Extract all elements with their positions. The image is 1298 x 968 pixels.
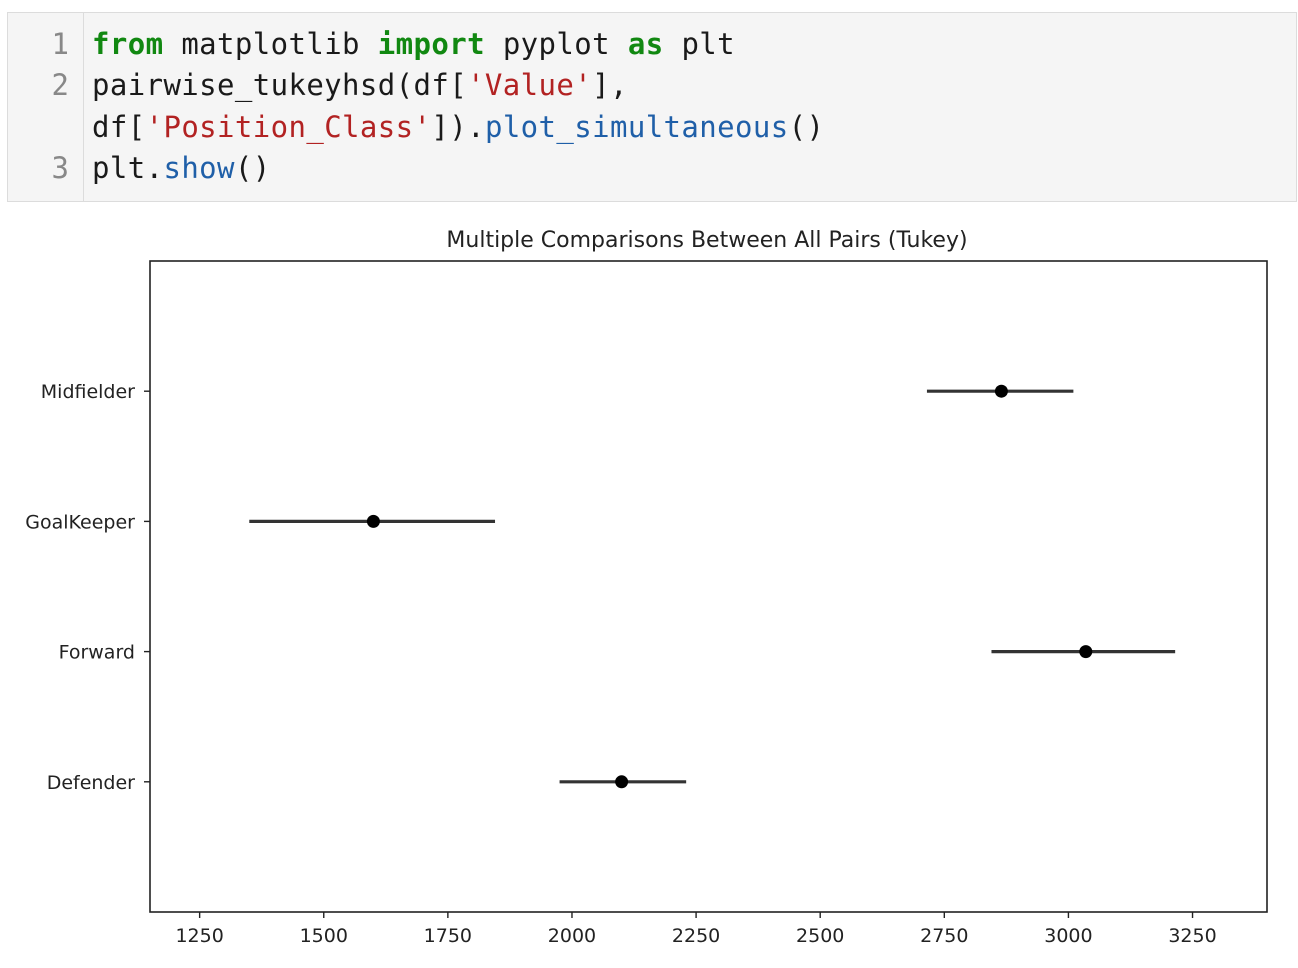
- plot-frame: [149, 260, 1268, 913]
- code-token: pairwise_tukeyhsd(df[: [92, 68, 468, 102]
- chart-title: Multiple Comparisons Between All Pairs (…: [446, 228, 967, 253]
- code-line: pairwise_tukeyhsd(df['Value'],: [92, 68, 628, 102]
- code-token: (): [788, 110, 825, 144]
- code-token: plot_simultaneous: [484, 110, 789, 144]
- mean-point: [366, 514, 380, 528]
- code-line: from matplotlib import pyplot as plt: [92, 27, 735, 61]
- plot-area: [249, 384, 1176, 789]
- code-token: as: [627, 27, 664, 61]
- tukey-chart: Multiple Comparisons Between All Pairs (…: [25, 228, 1268, 947]
- code-token: df[: [92, 110, 146, 144]
- x-tick-label: 2500: [796, 925, 844, 947]
- line-number: 1: [51, 27, 69, 61]
- x-tick-label: 2250: [672, 925, 720, 947]
- x-tick-label: 1500: [300, 925, 348, 947]
- code-token: from: [92, 27, 164, 61]
- x-tick-label: 1250: [175, 925, 223, 947]
- mean-point: [615, 775, 629, 789]
- code-token: 'Position_Class': [145, 110, 432, 144]
- line-number: 3: [51, 151, 69, 185]
- y-tick-label: Forward: [59, 642, 135, 664]
- line-number: 2: [51, 68, 69, 102]
- code-token: show: [163, 151, 235, 185]
- code-token: pyplot: [484, 27, 628, 61]
- code-line: df['Position_Class']).plot_simultaneous(…: [92, 110, 824, 144]
- y-tick-label: Midfielder: [41, 381, 135, 403]
- code-token: import: [377, 27, 485, 61]
- code-token: ]).: [431, 110, 485, 144]
- code-token: plt.: [92, 151, 164, 185]
- x-tick-label: 1750: [424, 925, 472, 947]
- code-token: ],: [592, 68, 628, 102]
- x-tick-label: 2750: [920, 925, 968, 947]
- y-axis: Midfielder GoalKeeper Forward Defender: [25, 381, 150, 794]
- x-tick-label: 2000: [548, 925, 596, 947]
- code-token: (): [234, 151, 271, 185]
- code-token: matplotlib: [163, 27, 378, 61]
- code-line: plt.show(): [92, 151, 271, 185]
- x-axis: 1250 1500 1750 2000 2250 2500 2750 3000 3250: [175, 912, 1217, 947]
- code-token: plt: [663, 27, 736, 61]
- x-tick-label: 3000: [1044, 925, 1092, 947]
- mean-point: [994, 384, 1008, 398]
- x-tick-label: 3250: [1168, 925, 1216, 947]
- mean-point: [1079, 645, 1093, 659]
- y-tick-label: GoalKeeper: [25, 511, 135, 533]
- code-cell[interactable]: 1 2 3 from matplotlib import pyplot as p…: [7, 12, 1297, 202]
- y-tick-label: Defender: [47, 772, 135, 794]
- line-number-gutter: 1 2 3: [8, 13, 84, 201]
- code-token: 'Value': [467, 68, 593, 102]
